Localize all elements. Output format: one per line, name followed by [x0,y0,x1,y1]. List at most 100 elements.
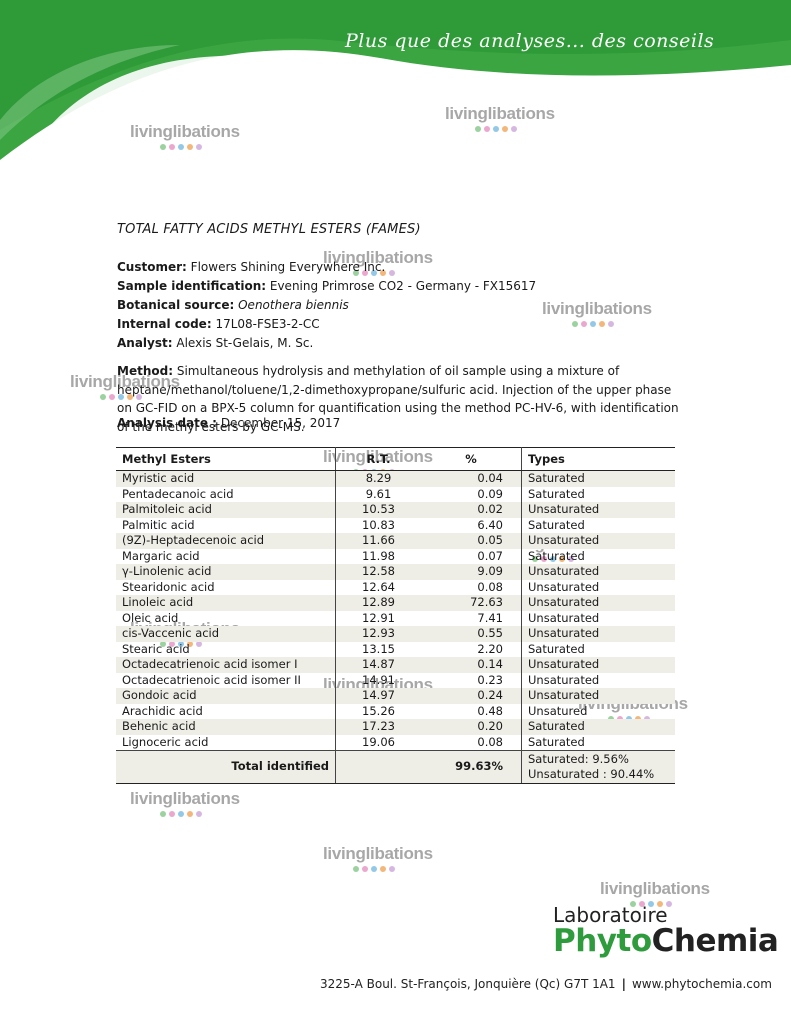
table-cell: Unsaturated [521,564,675,580]
table-cell: 0.14 [421,657,522,673]
total-percent: 99.63% [421,750,522,784]
field-value: Oenothera biennis [238,298,349,312]
analysis-date-label: Analysis date : [117,416,217,430]
dot [599,321,605,327]
field-value: Flowers Shining Everywhere Inc. [190,260,386,274]
dot [581,321,587,327]
table-row: (9Z)-Heptadecenoic acid 11.66 0.05 Unsatura… [116,533,675,549]
table-row: Arachidic acid 15.26 0.48 Unsatured [116,703,675,719]
table-cell: 14.97 [335,688,421,704]
field-label: Customer: [117,260,187,274]
logo: Laboratoire PhytoChemia [553,903,779,959]
table-cell: (9Z)-Heptadecenoic acid [116,533,336,549]
watermark-text: livinglibations [600,879,710,898]
table-cell: Unsatured [528,703,588,718]
table-cell: Palmitic acid [116,517,336,533]
table-row: Behenic acid 17.23 0.20 Saturated [116,719,675,735]
table-cell: 14.87 [335,657,421,673]
table-cell: Unsaturated [521,688,675,704]
table-cell: 11.66 [335,533,421,549]
field-label: Analyst: [117,336,173,350]
table-row: Myristic acid 8.29 0.04 Saturated [116,470,675,487]
table-cell: Arachidic acid [116,703,336,719]
table-cell: Saturated [521,719,675,735]
header-banner [0,0,791,170]
table-cell: 17.23 [335,719,421,735]
dot [590,321,596,327]
table-cell: 8.29 [335,470,421,487]
table-cell: 0.09 [421,486,522,502]
table-cell: 9.09 [421,564,522,580]
table-row: Margaric acid 11.98 0.07 Saturated [116,548,675,564]
dot [187,811,193,817]
table-cell: 12.91 [362,610,395,625]
table-row: cis-Vaccenic acid 12.93 0.55 Unsaturated [116,626,675,642]
table-cell: Saturated [528,517,585,532]
table-cell: 10.53 [335,502,421,518]
dot [572,321,578,327]
footer: 3225-A Boul. St-François, Jonquière (Qc)… [320,977,772,991]
column-header: Methyl Esters [116,447,336,471]
field: Customer: Flowers Shining Everywhere Inc… [117,258,536,277]
table-cell: Stearic acid [116,641,336,657]
table-cell: 0.04 [421,470,522,487]
field: Botanical source: Oenothera biennis [117,296,536,315]
dot [371,866,377,872]
table-cell: 12.64 [362,579,395,594]
total-types: Saturated: 9.56% Unsaturated : 90.44% [521,750,675,784]
table-cell: Saturated [521,470,675,487]
method-label: Method: [117,364,173,378]
table-cell: Unsaturated [528,610,600,625]
table-cell: 7.41 [421,610,522,626]
table-cell: Unsaturated [521,533,675,549]
analysis-date-value: December 15, 2017 [220,416,341,430]
dot [109,394,115,400]
table-row: Stearidonic acid 12.64 0.08 Unsaturated [116,579,675,595]
dot [389,866,395,872]
table-cell: 19.06 [362,734,395,749]
table-cell: 0.02 [421,502,522,518]
field: Analyst: Alexis St-Gelais, M. Sc. [117,334,536,353]
logo-top: Laboratoire [553,903,668,927]
table-cell: 2.20 [421,641,522,657]
table-cell: 0.23 [421,672,522,688]
field: Internal code: 17L08-FSE3-2-CC [117,315,536,334]
table-cell: Margaric acid [116,548,336,564]
dot [380,866,386,872]
table-cell: 10.83 [362,517,395,532]
table-cell: Saturated [528,734,585,749]
table-row: Lignoceric acid 19.06 0.08 Saturated [116,734,675,751]
watermark-text: livinglibations [323,844,433,863]
dot [608,321,614,327]
table-row: Palmitic acid 10.83 6.40 Saturated [116,517,675,533]
watermark-text: livinglibations [542,299,652,318]
table-cell: 15.26 [362,703,395,718]
table-row: Gondoic acid 14.97 0.24 Unsaturated [116,688,675,704]
table-cell: Oleic acid [116,610,336,626]
table-cell: 12.89 [335,595,421,611]
field: Sample identification: Evening Primrose … [117,277,536,296]
field-value: Evening Primrose CO2 - Germany - FX15617 [269,279,537,293]
watermark: livinglibations [542,299,652,329]
analysis-date: Analysis date : December 15, 2017 [117,416,340,430]
dot [169,811,175,817]
header-row: Methyl Esters R.T. % Types [116,447,675,471]
table-cell: 12.93 [335,626,421,642]
report-title: TOTAL FATTY ACIDS METHYL ESTERS (FAMES) [117,222,421,237]
tagline: Plus que des analyses... des conseils [345,30,715,52]
table-cell: 14.91 [362,672,395,687]
watermark-dots [160,809,240,819]
table-cell: Lignoceric acid [116,734,336,751]
table-cell: Behenic acid [116,719,336,735]
dot [362,866,368,872]
field-label: Botanical source: [117,298,235,312]
table-cell: 0.20 [421,719,522,735]
table-cell: 11.98 [362,548,395,563]
table-cell: 72.63 [421,595,522,611]
logo-bottom: PhytoChemia [553,923,779,959]
method-text: Simultaneous hydrolysis and methylation … [117,364,679,434]
table-cell: 0.48 [421,703,522,719]
table-cell: Saturated [528,548,585,563]
table-cell: cis-Vaccenic acid [116,626,336,642]
